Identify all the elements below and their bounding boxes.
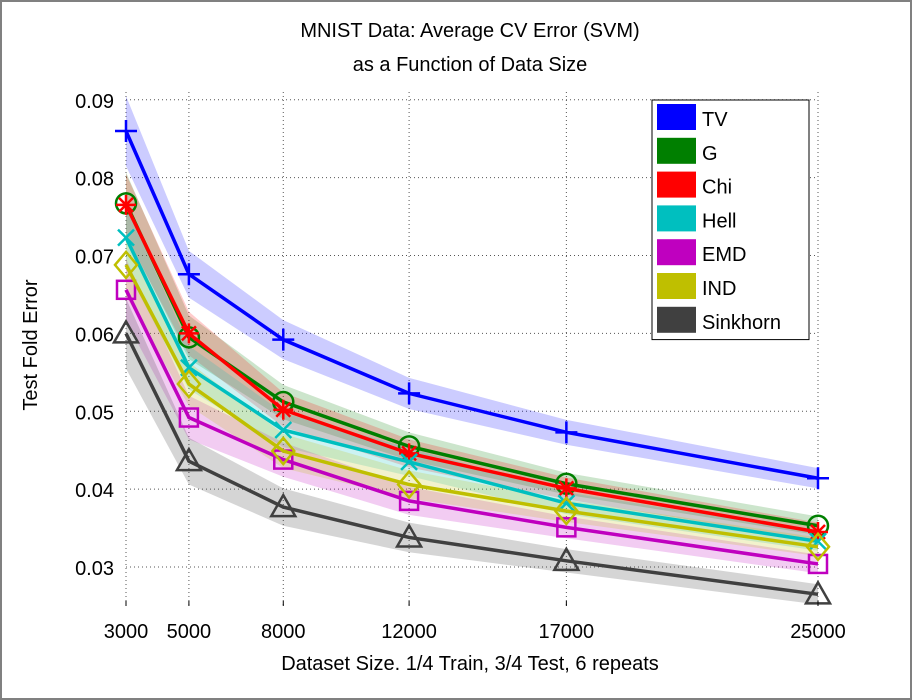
x-tick-label: 8000	[261, 621, 306, 643]
legend-label-tv: TV	[702, 109, 728, 131]
marker-x	[274, 421, 293, 439]
legend-swatch-chi	[657, 171, 696, 198]
marker-asterisk	[399, 443, 420, 464]
line-tv	[124, 130, 819, 481]
x-tick-label: 17000	[539, 621, 595, 643]
legend-swatch-tv	[657, 104, 696, 130]
marker-square	[178, 407, 200, 428]
marker-triangle	[552, 546, 581, 572]
y-tick-label: 0.06	[75, 324, 114, 346]
marker-asterisk	[116, 194, 136, 215]
legend-swatch-emd	[657, 239, 696, 266]
legend-swatch-hell	[657, 205, 696, 232]
series-ind	[113, 249, 831, 562]
legend-label-sinkhorn: Sinkhorn	[702, 312, 781, 334]
legend-label-emd: EMD	[702, 244, 746, 266]
marker-asterisk	[178, 323, 199, 344]
marker-diamond	[176, 369, 202, 399]
band-hell	[126, 206, 818, 551]
band-sinkhorn	[126, 298, 818, 605]
line-hell	[124, 236, 819, 544]
legend-label-ind: IND	[702, 278, 736, 300]
marker-x	[117, 228, 135, 247]
series-emd	[115, 279, 829, 575]
x-tick-label: 25000	[790, 621, 846, 643]
legend-swatch-ind	[657, 273, 696, 299]
marker-diamond	[270, 436, 296, 466]
x-tick-label: 3000	[104, 621, 149, 643]
marker-x	[400, 453, 418, 471]
marker-triangle	[269, 492, 298, 518]
band-ind	[126, 233, 818, 557]
chart-title-line2: as a Function of Data Size	[353, 54, 588, 76]
marker-diamond	[553, 496, 580, 526]
line-ind	[124, 264, 819, 549]
marker-triangle	[111, 318, 141, 344]
legend-label-g: G	[702, 143, 718, 165]
y-tick-label: 0.08	[75, 169, 114, 191]
marker-diamond	[113, 249, 139, 280]
marker-square	[556, 517, 577, 538]
chart-title-line1: MNIST Data: Average CV Error (SVM)	[300, 20, 639, 42]
x-tick-label: 5000	[167, 621, 212, 643]
marker-square	[807, 553, 829, 575]
marker-plus	[177, 263, 200, 286]
x-tick-label: 12000	[381, 621, 437, 643]
marker-plus	[272, 328, 295, 351]
y-tick-label: 0.04	[75, 480, 114, 502]
line-chi	[124, 204, 819, 534]
y-tick-label: 0.05	[75, 402, 114, 424]
legend-swatch-g	[657, 137, 696, 164]
marker-plus	[807, 467, 829, 490]
legend-swatch-sinkhorn	[657, 306, 696, 333]
y-tick-label: 0.09	[75, 91, 114, 113]
marker-asterisk	[556, 478, 577, 499]
legend-label-hell: Hell	[702, 210, 736, 232]
marker-plus	[115, 119, 137, 142]
marker-triangle	[174, 446, 204, 472]
marker-square	[398, 490, 420, 512]
marker-diamond	[805, 531, 831, 562]
y-axis-label: Test Fold Error	[20, 279, 42, 410]
marker-asterisk	[273, 399, 294, 420]
series-chi	[116, 194, 828, 543]
y-tick-label: 0.03	[75, 558, 114, 580]
legend-label-chi: Chi	[702, 177, 732, 199]
x-axis-label: Dataset Size. 1/4 Train, 3/4 Test, 6 rep…	[281, 653, 659, 675]
line-sinkhorn	[124, 332, 819, 597]
y-tick-label: 0.07	[75, 247, 114, 269]
line-emd	[124, 289, 819, 566]
marker-plus	[555, 421, 578, 444]
marker-square	[115, 279, 137, 301]
marker-triangle	[394, 522, 424, 548]
marker-plus	[398, 382, 421, 405]
marker-diamond	[396, 469, 422, 500]
series-tv	[115, 119, 829, 490]
series-sinkhorn	[111, 318, 833, 605]
